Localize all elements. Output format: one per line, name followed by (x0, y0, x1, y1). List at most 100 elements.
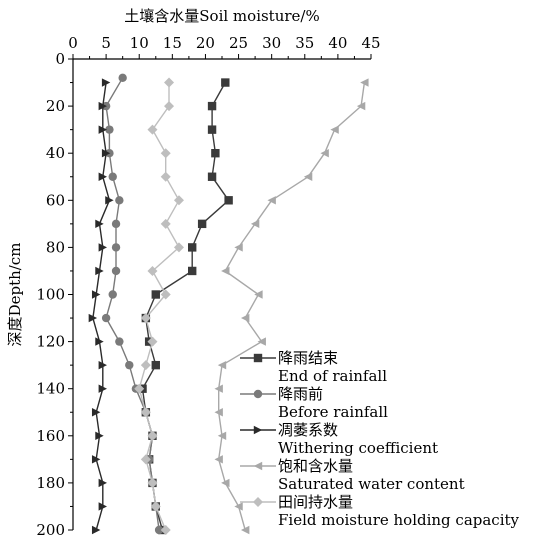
data-point (98, 502, 107, 511)
data-point (151, 360, 160, 370)
data-point (160, 218, 171, 229)
data-point (221, 478, 230, 488)
data-point (105, 196, 114, 205)
data-point (95, 337, 104, 346)
data-point (240, 313, 250, 323)
data-point (98, 384, 107, 393)
y-tick-label: 120 (36, 333, 65, 351)
data-point (214, 384, 223, 393)
data-point (254, 290, 263, 299)
x-tick-label: 45 (361, 34, 380, 52)
legend-label-cn: 降雨结束 (278, 349, 338, 367)
data-point (108, 290, 117, 299)
x-tick-label: 30 (262, 34, 281, 52)
y-tick-label: 20 (46, 97, 65, 115)
data-point (151, 290, 160, 299)
data-point (240, 525, 250, 535)
data-point (214, 455, 223, 464)
data-point (356, 101, 366, 111)
x-tick-label: 15 (163, 34, 182, 52)
legend-label-cn: 田间持水量 (278, 493, 353, 511)
data-point (360, 78, 369, 87)
y-axis-ticks: 0 20 40 60 80 100 120 140 160 180 200 (36, 50, 73, 539)
data-point (154, 525, 164, 535)
x-tick-label: 10 (130, 34, 149, 52)
legend-label-cn: 降雨前 (278, 385, 323, 403)
series-layer (88, 73, 369, 535)
data-point (164, 77, 175, 88)
data-point (98, 478, 107, 488)
data-point (160, 525, 171, 535)
legend-marker (253, 353, 263, 363)
data-point (207, 125, 217, 134)
data-point (207, 172, 217, 181)
legend-label-en: Field moisture holding capacity (278, 511, 520, 529)
data-point (160, 148, 171, 159)
data-point (98, 243, 107, 252)
series-line (92, 82, 111, 531)
data-point (147, 477, 158, 488)
y-axis-title: 深度Depth/cm (6, 243, 24, 347)
y-tick-label: 140 (36, 380, 65, 398)
y-tick-label: 100 (36, 286, 65, 304)
legend-marker (253, 389, 263, 399)
data-point (221, 266, 230, 276)
data-point (188, 266, 197, 276)
series-5 (134, 77, 184, 535)
data-point (147, 430, 158, 441)
data-point (217, 360, 227, 370)
data-point (134, 383, 145, 394)
y-tick-label: 180 (36, 474, 65, 492)
data-point (320, 149, 329, 158)
data-point (211, 149, 220, 158)
data-point (160, 289, 171, 300)
data-point (88, 313, 98, 323)
data-point (101, 78, 111, 87)
x-tick-label: 20 (196, 34, 215, 52)
data-point (234, 502, 243, 511)
data-point (140, 407, 151, 418)
data-point (147, 265, 158, 276)
x-tick-label: 25 (229, 34, 248, 52)
data-point (140, 360, 151, 371)
data-point (207, 101, 217, 111)
data-point (98, 125, 107, 134)
data-point (101, 149, 111, 158)
data-point (118, 73, 127, 83)
data-point (140, 454, 151, 465)
x-axis-ticks: 0 5 10 15 20 25 30 35 40 45 (68, 34, 381, 59)
data-point (91, 290, 101, 299)
series-2 (101, 73, 164, 535)
data-point (101, 313, 111, 323)
data-point (95, 266, 104, 276)
y-tick-label: 160 (36, 427, 65, 445)
legend-label-en: Saturated water content (278, 475, 465, 493)
data-point (115, 196, 124, 205)
data-point (221, 78, 230, 87)
data-point (224, 196, 233, 205)
data-point (147, 124, 158, 135)
y-tick-label: 60 (46, 191, 65, 209)
data-point (303, 172, 313, 181)
legend-marker (253, 461, 263, 471)
data-point (197, 219, 207, 229)
data-point (91, 408, 101, 417)
y-tick-label: 40 (46, 144, 65, 162)
y-tick-label: 80 (46, 238, 65, 256)
data-point (214, 408, 223, 417)
data-point (95, 219, 104, 229)
legend-label-en: End of rainfall (278, 367, 387, 385)
data-point (108, 172, 117, 181)
data-point (98, 360, 107, 370)
y-tick-label: 0 (55, 50, 65, 68)
series-1 (138, 78, 233, 535)
data-point (173, 242, 184, 253)
data-point (164, 101, 175, 112)
data-point (105, 125, 114, 134)
